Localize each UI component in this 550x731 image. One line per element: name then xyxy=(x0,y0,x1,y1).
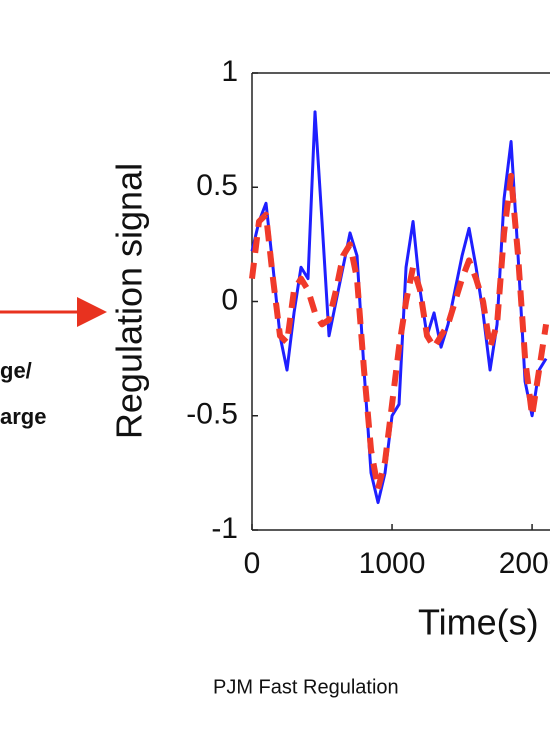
series-line xyxy=(249,172,550,492)
y-tick-label: -0.5 xyxy=(186,398,238,431)
y-tick-label: 1 xyxy=(221,55,238,88)
y-tick-label: 0 xyxy=(221,283,238,316)
caption: PJM Fast Regulation xyxy=(213,676,399,698)
x-tick-label: 2000 xyxy=(499,547,550,580)
y-tick-label: 0.5 xyxy=(196,169,238,202)
side-text: arge xyxy=(0,404,46,429)
side-text: ge/ xyxy=(0,358,32,383)
y-tick-label: -1 xyxy=(211,512,238,545)
x-tick-label: 1000 xyxy=(359,547,426,580)
x-axis-label: Time(s) xyxy=(418,602,539,643)
series-line xyxy=(250,110,548,505)
y-axis-label: Regulation signal xyxy=(109,163,150,439)
x-tick-label: 0 xyxy=(244,547,261,580)
